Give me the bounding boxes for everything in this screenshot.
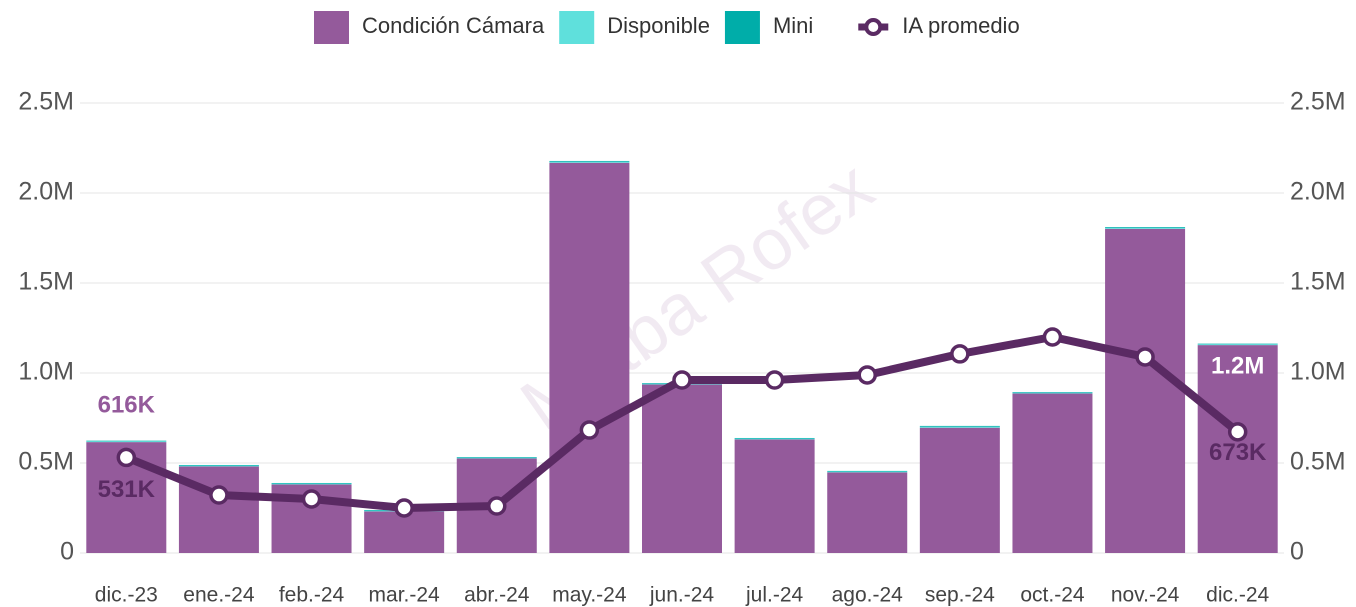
y2-tick-label: 0 [1290,538,1304,566]
line-point [857,365,877,385]
y-tick-label: 2.0M [18,178,74,206]
x-tick-label: sep.-24 [925,584,995,607]
x-tick-label: may.-24 [552,584,627,607]
x-tick-label: jul.-24 [745,584,804,607]
bar-segment [271,483,352,485]
bar-segment [364,511,445,553]
y2-tick-label: 2.0M [1290,178,1346,206]
y2-tick-label: 0.5M [1290,448,1346,476]
x-tick-label: abr.-24 [464,584,530,607]
data-label: 673K [1209,439,1267,466]
y2-tick-label: 2.5M [1290,88,1346,116]
bar-segment [456,457,537,459]
y-tick-label: 0.5M [18,448,74,476]
bar-segment [178,465,259,467]
line-point [1135,347,1155,367]
x-tick-label: ago.-24 [832,584,904,607]
y2-tick-label: 1.0M [1290,358,1346,386]
data-label: 1.2M [1211,352,1264,379]
legend-label: Mini [773,13,813,38]
bar-segment [86,441,167,443]
legend-swatch [559,11,595,44]
x-tick-label: feb.-24 [279,584,345,607]
line-point [487,496,507,516]
bar-segment [919,425,1000,427]
legend-swatch [724,11,760,44]
bar-segment [1197,343,1278,345]
x-tick-label: mar.-24 [369,584,441,607]
line-point [1042,327,1063,347]
y2-tick-label: 1.5M [1290,268,1346,296]
y-tick-label: 1.5M [18,268,74,296]
bar-segment [1012,392,1093,394]
bar-segment [271,482,352,484]
bar-segment [1197,344,1278,346]
bar-segment [549,162,630,553]
bar-segment [827,470,908,472]
bar-segment [827,471,908,473]
bar-segment [734,438,815,440]
y-tick-label: 0 [60,538,74,566]
x-tick-label: dic.-24 [1206,584,1269,607]
line-point [301,489,322,509]
bar-segment [1012,393,1093,553]
line-point [209,485,229,505]
data-label: 531K [98,476,156,503]
line-point [579,420,600,440]
bar-segment [86,440,167,442]
line-point [950,344,970,364]
line-point [672,370,692,390]
bar-segment [827,472,908,553]
x-tick-label: ene.-24 [183,584,255,607]
bar-segment [549,160,630,162]
bar-segment [919,426,1000,428]
legend-label: Disponible [607,13,710,38]
data-label: 616K [98,391,156,418]
bar-segment [1105,228,1186,553]
x-tick-label: dic.-23 [95,584,158,607]
bar-segment [734,439,815,553]
y-tick-label: 1.0M [18,358,74,386]
legend-marker [864,18,883,36]
x-tick-label: jun.-24 [649,584,715,607]
line-point [116,447,137,468]
y-tick-label: 2.5M [18,88,74,116]
line-point [394,498,414,518]
legend-label: IA promedio [902,13,1019,38]
legend-swatch [314,11,349,44]
x-tick-label: oct.-24 [1020,584,1085,607]
bar-segment [1105,227,1186,228]
x-tick-label: nov.-24 [1111,584,1180,607]
bar-segment [734,437,815,439]
bar-segment [549,161,630,163]
bar-segment [178,464,259,466]
bar-segment [1105,227,1186,229]
legend-label: Condición Cámara [362,13,545,38]
bar-segment [642,384,722,553]
bar-segment [1197,345,1278,553]
bar-segment [919,427,1000,553]
line-point [764,370,785,390]
line-point [1227,422,1248,442]
bar-segment [456,457,537,458]
bar-segment [1012,392,1093,393]
